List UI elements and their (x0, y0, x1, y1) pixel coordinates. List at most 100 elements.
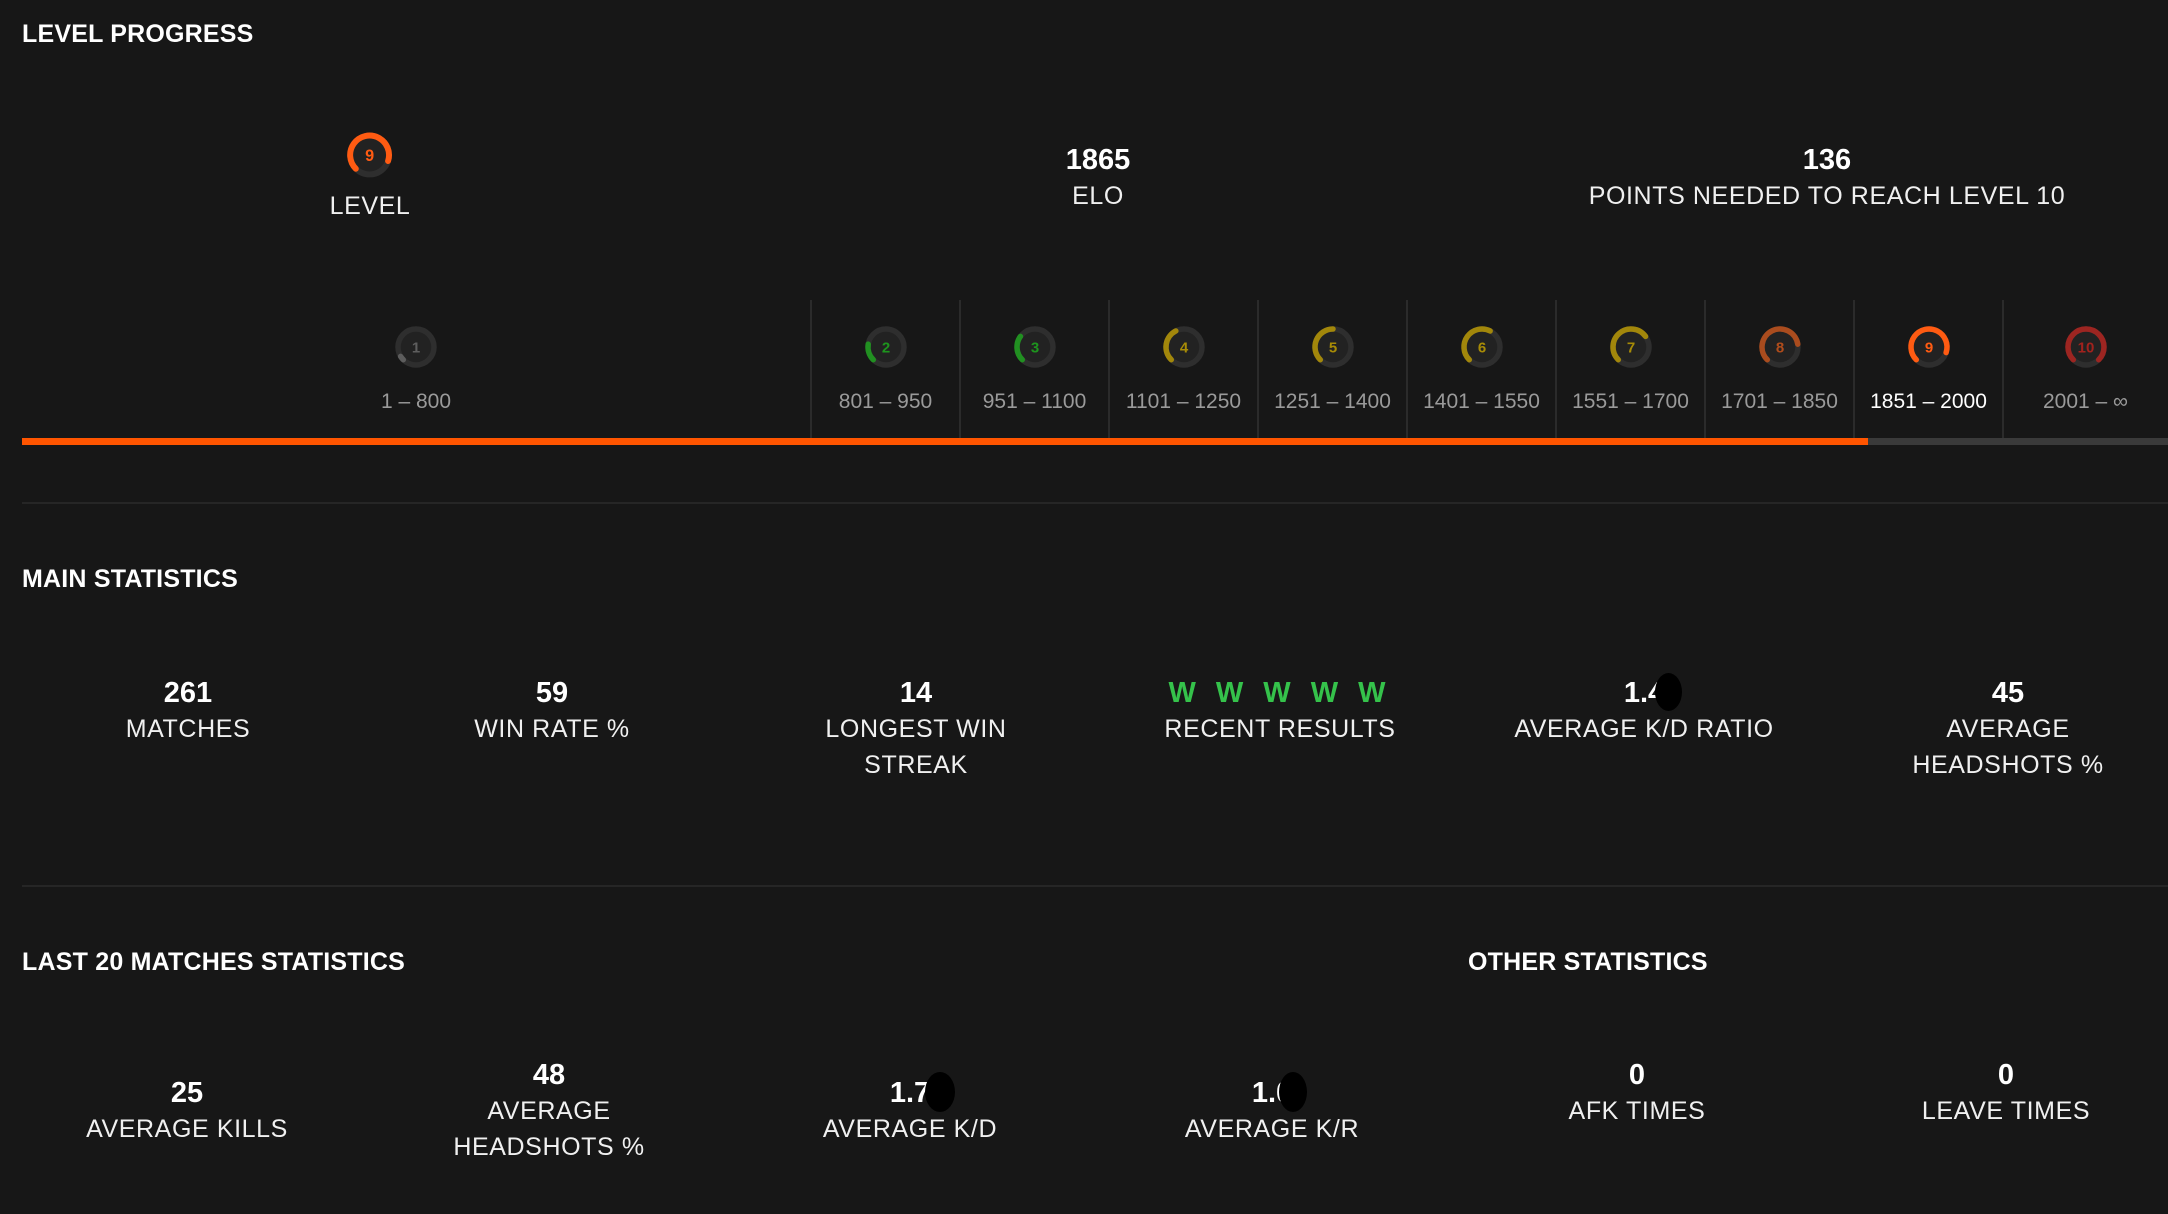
level-range-label: 801 – 950 (838, 390, 933, 413)
section-divider (22, 502, 2168, 504)
stat-average-kd-ratio: 1.4 AVERAGE K/D RATIO (1514, 675, 1773, 747)
gauge-arc (1162, 328, 1179, 363)
gauge-arc (1758, 326, 1801, 363)
gauge-track (395, 326, 437, 368)
level-scale-item: 2 801 – 950 (811, 300, 960, 438)
current-level-block: 9 LEVEL (330, 128, 411, 224)
elo-label: ELO (1072, 182, 1124, 210)
redaction-mark (925, 1072, 955, 1112)
gauge-level-number: 4 (1179, 340, 1188, 357)
level-scale-item: 5 1251 – 1400 (1258, 300, 1407, 438)
gauge-arc (397, 353, 407, 363)
gauge-level-number: 1 (412, 340, 420, 357)
level-separator (959, 300, 961, 438)
level-range-label: 1701 – 1850 (1721, 390, 1838, 413)
level-separator (2002, 300, 2004, 438)
gauge-level-number: 9 (365, 147, 374, 165)
gauge-arc (864, 341, 876, 363)
stat-label: AFK TIMES (1568, 1097, 1706, 1125)
stat-value: 25 (170, 1077, 204, 1109)
gauge-level-number: 2 (881, 340, 889, 357)
level-range-label: 1401 – 1550 (1423, 390, 1540, 413)
gauge-level-number: 7 (1626, 340, 1634, 357)
level-range-label: 1 – 800 (380, 390, 452, 413)
level-6-icon: 6 (1460, 326, 1503, 368)
stat-matches: 261 MATCHES (126, 675, 251, 747)
level-9-icon: 9 (1907, 326, 1950, 368)
stat-last20-headshots: 48 AVERAGE HEADSHOTS % (453, 1057, 644, 1165)
level-4-icon: 4 (1162, 326, 1205, 368)
level-scale-item: 4 1101 – 1250 (1109, 300, 1258, 438)
stat-label: STREAK (864, 751, 968, 779)
other-statistics-title: OTHER STATISTICS (1468, 948, 1708, 976)
stat-label: RECENT RESULTS (1164, 715, 1396, 743)
stat-label: AVERAGE K/D RATIO (1514, 715, 1774, 743)
stat-label: AVERAGE K/R (1184, 1115, 1360, 1143)
stat-label: AVERAGE (487, 1097, 611, 1125)
stat-value: 14 (899, 677, 933, 709)
level-5-icon: 5 (1311, 326, 1354, 368)
level-1-icon: 1 (395, 326, 437, 368)
stat-average-kd: 1.7 AVERAGE K/D (823, 1075, 997, 1147)
stat-average-kills: 25 AVERAGE KILLS (86, 1075, 288, 1147)
level-progress-fill (22, 438, 1868, 445)
gauge-arc (2064, 326, 2107, 363)
stat-label: AVERAGE KILLS (86, 1115, 288, 1143)
gauge-level-number: 10 (2077, 340, 2094, 357)
stat-value: 0 (1997, 1059, 2015, 1091)
level-range-label: 951 – 1100 (982, 390, 1087, 413)
stat-longest-win-streak: 14 LONGEST WIN STREAK (825, 675, 1006, 783)
stat-label: MATCHES (125, 715, 251, 743)
stat-label: LONGEST WIN (825, 715, 1007, 743)
points-needed-block: 136 POINTS NEEDED TO REACH LEVEL 10 (1589, 142, 2066, 214)
level-7-icon: 7 (1609, 326, 1652, 368)
main-statistics-title: MAIN STATISTICS (22, 565, 238, 593)
redaction-mark (1279, 1072, 1307, 1112)
gauge-arc (1311, 326, 1336, 363)
stat-value: 59 (535, 677, 569, 709)
redaction-mark (1655, 673, 1682, 711)
level-2-icon: 2 (864, 326, 907, 368)
level-scale-item: 7 1551 – 1700 (1556, 300, 1705, 438)
level-separator (1406, 300, 1408, 438)
level-separator (1555, 300, 1557, 438)
stat-value: 1.7 (889, 1077, 931, 1109)
level-10-icon: 10 (2064, 326, 2107, 368)
gauge-level-number: 6 (1477, 340, 1485, 357)
level-scale-item: 1 1 – 800 (22, 300, 810, 438)
stat-value: 48 (532, 1059, 566, 1091)
current-level-icon: 9 (330, 128, 411, 182)
gauge-level-number: 5 (1328, 340, 1336, 357)
level-8-icon: 8 (1758, 326, 1801, 368)
level-label: LEVEL (329, 192, 411, 220)
level-range-label: 1101 – 1250 (1125, 390, 1242, 413)
level-scale-item: 3 951 – 1100 (960, 300, 1109, 438)
stat-value: 261 (163, 677, 213, 709)
level-separator (1853, 300, 1855, 438)
level-scale-item: 6 1401 – 1550 (1407, 300, 1556, 438)
gauge-arc (1460, 326, 1493, 363)
stat-label: AVERAGE K/D (822, 1115, 998, 1143)
level-scale-item: 8 1701 – 1850 (1705, 300, 1854, 438)
level-separator (1704, 300, 1706, 438)
points-needed-label: POINTS NEEDED TO REACH LEVEL 10 (1588, 182, 2066, 210)
gauge-arc (1013, 333, 1025, 363)
level-separator (810, 300, 812, 438)
level-scale-item: 10 2001 – ∞ (2003, 300, 2168, 438)
stat-leave-times: 0 LEAVE TIMES (1922, 1057, 2090, 1129)
level-progress-bar (22, 438, 2168, 445)
level-separator (1257, 300, 1259, 438)
stat-win-rate: 59 WIN RATE % (474, 675, 630, 747)
gauge-level-number: 8 (1775, 340, 1783, 357)
stat-average-headshots: 45 AVERAGE HEADSHOTS % (1912, 675, 2103, 783)
stat-value: 45 (1991, 677, 2025, 709)
recent-results-value: W W W W W (1168, 677, 1392, 709)
stat-value: 0 (1628, 1059, 1646, 1091)
level-range-label: 1851 – 2000 (1870, 390, 1987, 413)
stat-afk-times: 0 AFK TIMES (1569, 1057, 1706, 1129)
stat-average-kr: 1.0 AVERAGE K/R (1185, 1075, 1359, 1147)
elo-value: 1865 (1065, 144, 1131, 176)
level-scale-item: 9 1851 – 2000 (1854, 300, 2003, 438)
stat-recent-results: W W W W W RECENT RESULTS (1164, 675, 1395, 747)
stat-label: HEADSHOTS % (1912, 751, 2104, 779)
